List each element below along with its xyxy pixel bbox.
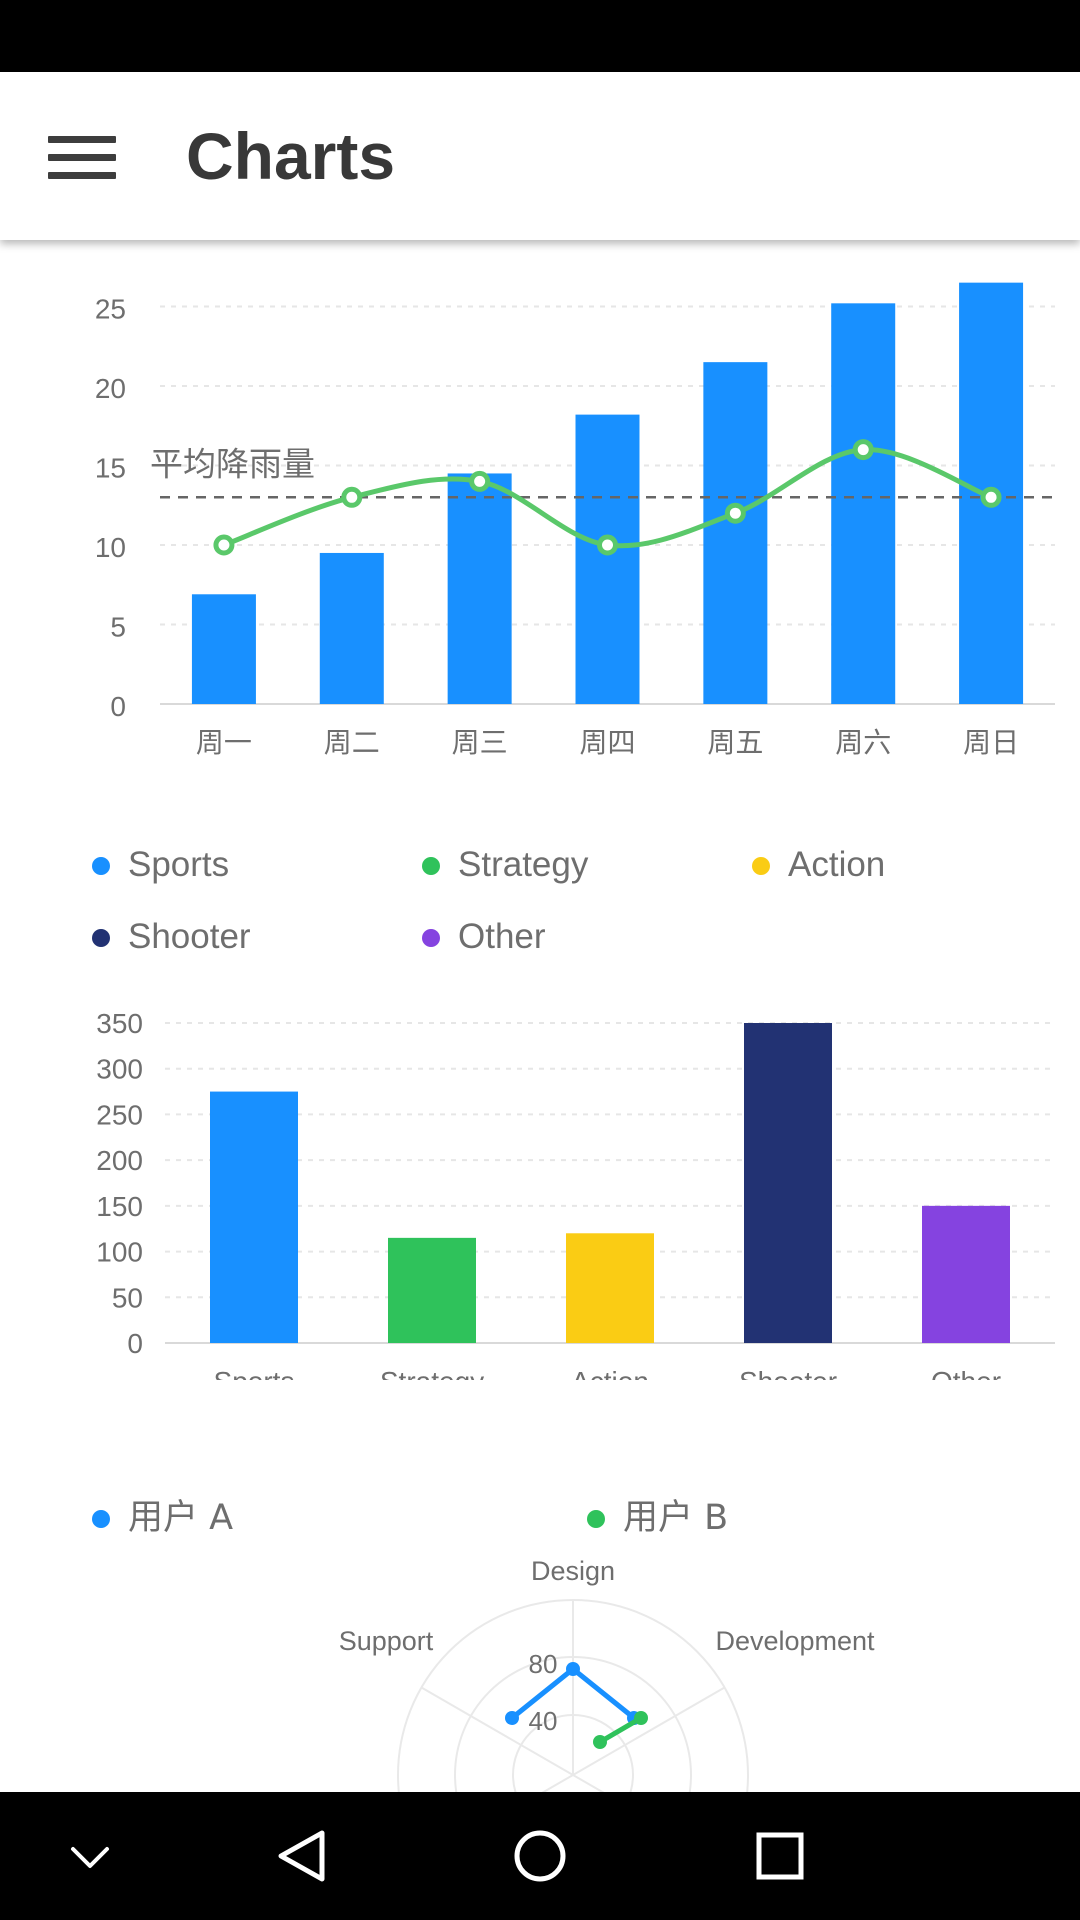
radar-axis-label: Design	[531, 1556, 615, 1586]
navigation-bar	[0, 1792, 1080, 1920]
genre-bar	[922, 1205, 1010, 1343]
radar-spoke	[572, 1686, 726, 1776]
rain-bar	[831, 303, 896, 704]
y-tick-label: 0	[127, 1328, 143, 1359]
legend-dot	[587, 1510, 605, 1528]
radar-point-a	[566, 1662, 580, 1676]
radar-spoke	[572, 1774, 605, 1792]
x-tick-label: 周日	[963, 726, 1019, 759]
x-tick-label: 周六	[835, 726, 891, 759]
y-tick-label: 300	[96, 1054, 143, 1085]
radar-legend: 用户 A 用户 B	[0, 1493, 1080, 1543]
radar-axis-label: Support	[339, 1626, 434, 1656]
legend-label: 用户 A	[128, 1498, 234, 1538]
x-tick-label: 周一	[196, 726, 252, 759]
y-tick-label: 100	[96, 1237, 143, 1268]
y-tick-label: 150	[96, 1191, 143, 1222]
y-tick-label: 10	[95, 532, 126, 563]
legend-dot	[422, 857, 440, 875]
legend-dot	[752, 857, 770, 875]
back-triangle-icon[interactable]	[250, 1816, 350, 1896]
legend-label: Action	[788, 845, 886, 884]
rain-line-point	[597, 534, 618, 556]
rain-line-point	[852, 439, 874, 461]
chevron-down-icon[interactable]	[40, 1816, 140, 1896]
rain-line-point	[213, 534, 235, 556]
legend-label: Shooter	[128, 917, 251, 956]
genre-chart: 0 50 100 150 200 250 300 350 Sports Strategy Actio…	[96, 1008, 1055, 1380]
x-tick-label: Shooter	[739, 1366, 837, 1380]
rain-line-point	[724, 502, 746, 524]
x-tick-label: Strategy	[380, 1366, 484, 1380]
x-tick-label: 周五	[707, 726, 763, 759]
y-tick-label: 5	[110, 612, 126, 643]
charts-scroll-view[interactable]: 0 5 10 15 20 25 30 周一 周二 周三 周四 周五 周六 周日 平均降雨量 Sports St…	[0, 240, 1080, 1792]
genre-bar	[744, 1023, 832, 1343]
radar-series-b	[598, 1715, 643, 1745]
radar-ring-label: 40	[529, 1706, 558, 1736]
radar-ring-label: 80	[529, 1649, 558, 1679]
home-circle-icon[interactable]	[490, 1816, 590, 1896]
y-tick-label: 30	[95, 240, 126, 245]
radar-point-b	[593, 1735, 607, 1749]
x-tick-label: 周二	[324, 726, 380, 759]
status-bar	[0, 0, 1080, 72]
legend-dot	[422, 929, 440, 947]
y-tick-label: 20	[95, 373, 126, 404]
radar-point-b	[634, 1711, 648, 1725]
rain-chart: 0 5 10 15 20 25 30 周一 周二 周三 周四 周五 周六 周日 平均降雨量	[95, 240, 1055, 759]
genre-bar	[210, 1091, 298, 1343]
radar-spoke	[541, 1774, 574, 1792]
hamburger-menu-icon[interactable]	[30, 110, 130, 202]
rain-bar	[447, 473, 512, 704]
y-tick-label: 15	[95, 453, 126, 484]
y-tick-label: 0	[110, 691, 126, 722]
rain-bar	[319, 552, 384, 704]
y-tick-label: 250	[96, 1099, 143, 1130]
legend-dot	[92, 1510, 110, 1528]
recents-square-icon[interactable]	[730, 1816, 830, 1896]
genre-bar	[388, 1237, 476, 1343]
radar-axis-label: Development	[715, 1626, 875, 1656]
x-tick-label: Sports	[214, 1366, 295, 1380]
x-tick-label: 周三	[452, 726, 508, 759]
radar-spoke	[420, 1686, 574, 1776]
x-tick-label: Action	[571, 1366, 649, 1380]
rain-line-point	[341, 486, 363, 508]
average-label: 平均降雨量	[150, 444, 315, 483]
rain-line-point	[980, 486, 1002, 508]
genre-bar	[566, 1233, 654, 1343]
rain-line-point	[469, 470, 491, 492]
app-bar: Charts	[0, 72, 1080, 240]
legend-label: Strategy	[458, 845, 589, 884]
rain-bar	[191, 594, 256, 704]
rain-bar	[575, 414, 640, 704]
rain-bar	[703, 362, 768, 704]
x-tick-label: Other	[931, 1366, 1001, 1380]
y-tick-label: 350	[96, 1008, 143, 1039]
page-title: Charts	[186, 119, 396, 193]
legend-dot	[92, 929, 110, 947]
genre-legend: Sports Strategy Action Shooter Other	[0, 840, 1080, 970]
x-tick-label: 周四	[579, 726, 635, 759]
radar-point-a	[505, 1711, 519, 1725]
legend-label: 用户 B	[623, 1498, 729, 1538]
y-tick-label: 25	[95, 294, 126, 325]
legend-dot	[92, 857, 110, 875]
y-tick-label: 50	[112, 1282, 143, 1313]
legend-label: Sports	[128, 845, 230, 884]
legend-label: Other	[458, 917, 546, 956]
radar-chart: Design Development Support 80 40	[339, 1556, 875, 1792]
y-tick-label: 200	[96, 1145, 143, 1176]
